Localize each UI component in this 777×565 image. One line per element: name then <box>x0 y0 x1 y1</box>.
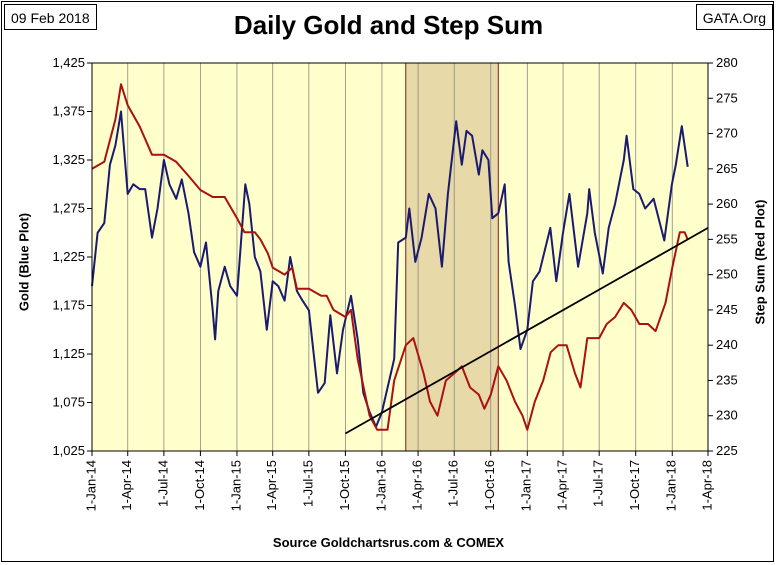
plot-area <box>92 63 708 451</box>
y-right-tick-label: 235 <box>716 372 738 387</box>
source-site-label: GATA.Org <box>695 4 773 30</box>
source-footer: Source Goldchartsrus.com & COMEX <box>272 535 505 550</box>
y-left-tick-label: 1,025 <box>52 443 85 458</box>
y-left-tick-label: 1,275 <box>52 201 85 216</box>
x-tick-label: 1-Apr-16 <box>410 460 425 511</box>
x-tick-label: 1-Jul-17 <box>591 460 606 507</box>
y-left-tick-label: 1,125 <box>52 346 85 361</box>
x-tick-label: 1-Oct-17 <box>627 460 642 511</box>
x-tick-label: 1-Jan-18 <box>664 460 679 511</box>
x-tick-label: 1-Apr-14 <box>119 460 134 511</box>
y-right-tick-label: 245 <box>716 302 738 317</box>
x-tick-label: 1-Jan-14 <box>83 460 98 511</box>
y-left-tick-label: 1,075 <box>52 395 85 410</box>
x-tick-label: 1-Jul-16 <box>446 460 461 507</box>
gold-series-line <box>91 110 689 428</box>
x-tick-label: 1-Oct-16 <box>482 460 497 511</box>
y-left-tick-label: 1,225 <box>52 249 85 264</box>
x-tick-label: 1-Jan-16 <box>373 460 388 511</box>
x-tick-label: 1-Jan-15 <box>228 460 243 511</box>
y-right-tick-label: 230 <box>716 408 738 423</box>
y-right-tick-label: 265 <box>716 161 738 176</box>
y-right-tick-label: 270 <box>716 126 738 141</box>
x-tick-label: 1-Oct-15 <box>337 460 352 511</box>
plot-border <box>91 62 709 452</box>
y-right-tick-label: 240 <box>716 337 738 352</box>
chart-title: Daily Gold and Step Sum <box>233 10 544 40</box>
x-tick-label: 1-Apr-17 <box>554 460 569 511</box>
date-label: 09 Feb 2018 <box>4 4 97 30</box>
y-left-tick-label: 1,375 <box>52 104 85 119</box>
y-right-tick-label: 275 <box>716 90 738 105</box>
y-right-tick-label: 255 <box>716 231 738 246</box>
y-left-tick-label: 1,325 <box>52 152 85 167</box>
trendline <box>344 227 709 435</box>
step-sum-series-line <box>91 83 689 431</box>
x-tick-label: 1-Jan-17 <box>519 460 534 511</box>
y-left-tick-label: 1,175 <box>52 298 85 313</box>
y-right-tick-label: 280 <box>716 55 738 70</box>
y-left-tick-label: 1,425 <box>52 55 85 70</box>
x-tick-label: 1-Oct-14 <box>192 460 207 511</box>
y-right-tick-label: 225 <box>716 443 738 458</box>
x-tick-label: 1-Apr-18 <box>699 460 714 511</box>
y-right-tick-label: 250 <box>716 267 738 282</box>
x-tick-label: 1-Jul-14 <box>155 460 170 507</box>
y-right-tick-label: 260 <box>716 196 738 211</box>
x-tick-label: 1-Apr-15 <box>264 460 279 511</box>
shaded-period <box>405 62 499 452</box>
x-tick-label: 1-Jul-15 <box>300 460 315 507</box>
